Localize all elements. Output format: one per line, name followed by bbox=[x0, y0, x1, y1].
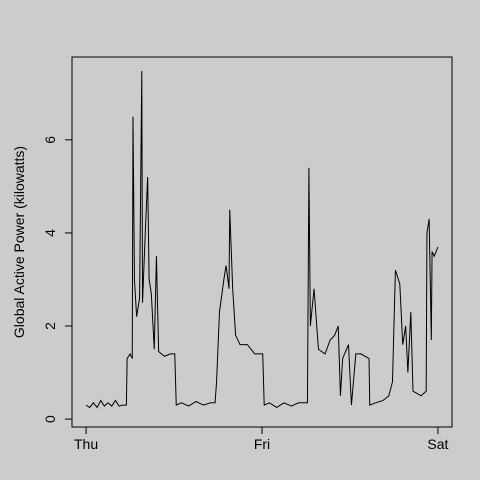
plot-frame bbox=[71, 56, 453, 428]
power-line bbox=[85, 70, 439, 409]
x-tick-label: Thu bbox=[74, 436, 98, 452]
y-tick-label: 6 bbox=[42, 136, 58, 144]
x-tick-label: Sat bbox=[427, 436, 448, 452]
y-tick-label: 4 bbox=[42, 229, 58, 237]
y-tick-label: 2 bbox=[42, 322, 58, 330]
y-axis-label: Global Active Power (kilowatts) bbox=[11, 146, 27, 338]
x-tick-label: Fri bbox=[254, 436, 270, 452]
y-tick-label: 0 bbox=[42, 415, 58, 423]
